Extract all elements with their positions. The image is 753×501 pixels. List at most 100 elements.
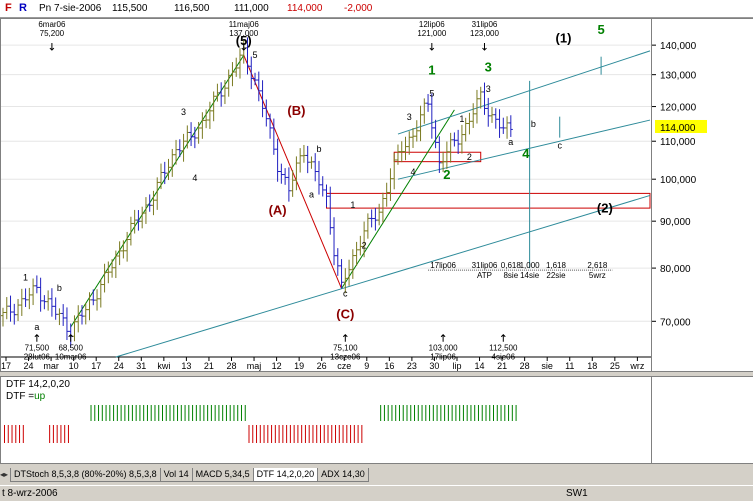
wave-label: 5 bbox=[253, 50, 258, 60]
x-tick-label-10: 28 bbox=[226, 361, 236, 371]
wave-label: 1 bbox=[350, 200, 355, 210]
price-bar bbox=[467, 112, 472, 135]
price-bar bbox=[501, 117, 506, 134]
price-bar bbox=[27, 287, 32, 310]
wave-label: 2 bbox=[362, 241, 367, 251]
price-bar bbox=[471, 103, 476, 128]
price-annotation-text: 13cze06 bbox=[330, 353, 361, 362]
price-bar bbox=[192, 126, 197, 149]
price-bar bbox=[143, 197, 148, 224]
tab-dtstoch[interactable]: DTStoch 8,5,3,8 (80%-20%) 8,5,3,8 bbox=[10, 468, 161, 482]
tab-vol[interactable]: Vol 14 bbox=[159, 468, 193, 482]
price-annotation-text: 17lip06 bbox=[430, 353, 456, 362]
indicator-state-value: up bbox=[34, 391, 46, 402]
y-tick-label-3: 100,000 bbox=[660, 175, 697, 186]
price-bar bbox=[95, 289, 100, 311]
price-annotation-text: 11maj06 bbox=[229, 20, 260, 29]
mode-f-button[interactable]: F bbox=[5, 2, 12, 14]
x-tick-label-21: 14 bbox=[475, 361, 485, 371]
fib-label-top: 2,618 bbox=[587, 261, 608, 270]
price-bar bbox=[87, 292, 92, 321]
price-bar bbox=[459, 124, 464, 154]
tab-dtf[interactable]: DTF 14,2,0,20 bbox=[252, 468, 319, 482]
price-annotation-text: 112,500 bbox=[489, 344, 518, 353]
indicator-chart[interactable] bbox=[1, 377, 652, 463]
price-bar bbox=[354, 241, 359, 266]
tab-adx[interactable]: ADX 14,30 bbox=[317, 468, 369, 482]
x-tick-label-0: 17 bbox=[1, 361, 11, 371]
price-bar bbox=[392, 152, 397, 190]
price-bar bbox=[486, 97, 491, 127]
indicator-panel[interactable]: DTF 14,2,0,20 DTF =up bbox=[0, 376, 653, 464]
price-bar bbox=[275, 138, 280, 182]
price-bar bbox=[53, 297, 58, 320]
price-bar bbox=[162, 161, 167, 185]
x-tick-label-17: 16 bbox=[384, 361, 394, 371]
price-bar bbox=[140, 206, 145, 229]
price-bar bbox=[110, 259, 115, 278]
price-bar bbox=[418, 105, 423, 142]
price-annotation-text: 121,000 bbox=[417, 29, 446, 38]
x-tick-label-22: 21 bbox=[497, 361, 507, 371]
price-bar bbox=[403, 136, 408, 161]
price-bar bbox=[1, 307, 5, 327]
y-tick-label-2: 90,000 bbox=[660, 217, 691, 228]
wave-label: b bbox=[531, 119, 536, 129]
quote-close: 114,000 bbox=[287, 3, 323, 14]
price-bar bbox=[211, 91, 216, 122]
arrow-up-icon bbox=[500, 334, 506, 342]
fib-label-top: 31lip06 bbox=[472, 261, 498, 270]
price-chart[interactable]: 17 24 mar 10 17 24 31 kwi 13 21 28 maj 12 19 26 cze 9 16 2… bbox=[1, 19, 652, 371]
x-tick-label-13: 19 bbox=[294, 361, 304, 371]
price-bar bbox=[437, 136, 442, 173]
price-bar bbox=[369, 209, 374, 228]
wave-label: c bbox=[343, 288, 348, 298]
price-bar bbox=[155, 177, 160, 210]
price-bar bbox=[294, 156, 299, 191]
x-tick-label-2: mar bbox=[43, 361, 59, 371]
wave-label: 2 bbox=[443, 167, 450, 182]
wave-label: 4 bbox=[411, 167, 416, 177]
price-bar bbox=[301, 144, 306, 163]
price-bar bbox=[196, 121, 201, 144]
wave-label: 3 bbox=[485, 60, 492, 75]
price-bar bbox=[324, 184, 329, 208]
price-bar bbox=[497, 109, 502, 138]
price-bar bbox=[358, 235, 363, 256]
price-bar bbox=[384, 182, 389, 207]
price-annotation-text: 12lip06 bbox=[419, 20, 445, 29]
price-bar bbox=[441, 151, 446, 173]
mode-r-button[interactable]: R bbox=[19, 2, 27, 14]
status-bar: t 8-wrz-2006 SW1 bbox=[0, 485, 753, 501]
price-bar bbox=[452, 132, 457, 147]
wave-label: (5) bbox=[236, 33, 252, 48]
wave-label: (C) bbox=[336, 306, 354, 321]
price-annotation-text: 103,000 bbox=[429, 344, 458, 353]
price-bar bbox=[474, 89, 479, 124]
price-bar bbox=[219, 82, 224, 107]
price-bar bbox=[339, 259, 344, 289]
y-tick-label-4: 110,000 bbox=[660, 137, 696, 148]
price-bar bbox=[493, 108, 498, 129]
tab-macd[interactable]: MACD 5,34,5 bbox=[191, 468, 254, 482]
quote-date: Pn 7-sie-2006 bbox=[39, 3, 102, 14]
price-bar bbox=[177, 139, 182, 158]
price-bar bbox=[478, 86, 483, 109]
arrow-up-icon bbox=[440, 334, 446, 342]
price-bar bbox=[61, 304, 66, 326]
price-annotation-text: 6mar06 bbox=[38, 20, 66, 29]
x-tick-label-9: 21 bbox=[204, 361, 214, 371]
price-bar bbox=[19, 288, 24, 316]
price-annotation-text: 68,500 bbox=[58, 344, 83, 353]
wave-label: 5 bbox=[597, 22, 604, 37]
price-bar bbox=[256, 71, 261, 102]
price-bar bbox=[490, 106, 495, 123]
tab-scroll-arrows[interactable]: ◂▸ bbox=[0, 470, 9, 479]
price-chart-panel[interactable]: 17 24 mar 10 17 24 31 kwi 13 21 28 maj 12 19 26 cze 9 16 2… bbox=[0, 18, 653, 372]
price-bar bbox=[4, 297, 9, 320]
fib-label-bottom: 14sie bbox=[520, 271, 540, 280]
arrow-up-icon bbox=[34, 334, 40, 342]
